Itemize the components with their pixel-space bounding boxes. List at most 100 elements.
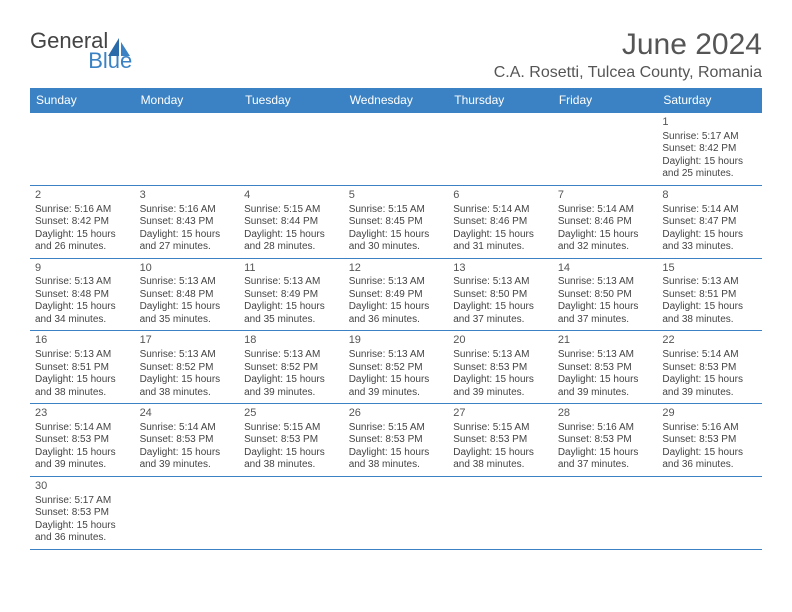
- daylight-line: Daylight: 15 hours and 36 minutes.: [349, 301, 444, 326]
- calendar-cell: 12Sunrise: 5:13 AMSunset: 8:49 PMDayligh…: [344, 258, 449, 331]
- calendar-cell: 14Sunrise: 5:13 AMSunset: 8:50 PMDayligh…: [553, 258, 658, 331]
- calendar-cell: 28Sunrise: 5:16 AMSunset: 8:53 PMDayligh…: [553, 404, 658, 477]
- calendar-cell: 6Sunrise: 5:14 AMSunset: 8:46 PMDaylight…: [448, 185, 553, 258]
- sunset-line: Sunset: 8:47 PM: [662, 216, 757, 229]
- sunset-line: Sunset: 8:52 PM: [244, 362, 339, 375]
- day-number: 19: [349, 334, 444, 348]
- sunset-line: Sunset: 8:42 PM: [35, 216, 130, 229]
- calendar-row: 23Sunrise: 5:14 AMSunset: 8:53 PMDayligh…: [30, 404, 762, 477]
- daylight-line: Daylight: 15 hours and 32 minutes.: [558, 229, 653, 254]
- calendar-row: 1Sunrise: 5:17 AMSunset: 8:42 PMDaylight…: [30, 113, 762, 186]
- daylight-line: Daylight: 15 hours and 36 minutes.: [35, 520, 130, 545]
- sunrise-line: Sunrise: 5:16 AM: [35, 204, 130, 217]
- calendar-cell: 29Sunrise: 5:16 AMSunset: 8:53 PMDayligh…: [657, 404, 762, 477]
- calendar-cell: 30Sunrise: 5:17 AMSunset: 8:53 PMDayligh…: [30, 476, 135, 549]
- daylight-line: Daylight: 15 hours and 39 minutes.: [558, 374, 653, 399]
- header: GeneralBlue June 2024 C.A. Rosetti, Tulc…: [30, 28, 762, 82]
- weekday-header: Sunday: [30, 88, 135, 113]
- logo-text-blue: Blue: [88, 48, 132, 73]
- calendar-row: 16Sunrise: 5:13 AMSunset: 8:51 PMDayligh…: [30, 331, 762, 404]
- daylight-line: Daylight: 15 hours and 39 minutes.: [662, 374, 757, 399]
- day-number: 22: [662, 334, 757, 348]
- calendar-cell: [448, 476, 553, 549]
- day-number: 7: [558, 189, 653, 203]
- calendar-header-row: SundayMondayTuesdayWednesdayThursdayFrid…: [30, 88, 762, 113]
- day-number: 20: [453, 334, 548, 348]
- calendar-cell: 3Sunrise: 5:16 AMSunset: 8:43 PMDaylight…: [135, 185, 240, 258]
- day-number: 17: [140, 334, 235, 348]
- sunrise-line: Sunrise: 5:15 AM: [349, 422, 444, 435]
- weekday-header: Monday: [135, 88, 240, 113]
- sunrise-line: Sunrise: 5:15 AM: [244, 422, 339, 435]
- sunset-line: Sunset: 8:52 PM: [140, 362, 235, 375]
- sunrise-line: Sunrise: 5:13 AM: [349, 276, 444, 289]
- sunrise-line: Sunrise: 5:16 AM: [558, 422, 653, 435]
- sunrise-line: Sunrise: 5:13 AM: [453, 349, 548, 362]
- sunrise-line: Sunrise: 5:13 AM: [140, 349, 235, 362]
- location: C.A. Rosetti, Tulcea County, Romania: [494, 64, 762, 82]
- sunrise-line: Sunrise: 5:13 AM: [662, 276, 757, 289]
- calendar-row: 9Sunrise: 5:13 AMSunset: 8:48 PMDaylight…: [30, 258, 762, 331]
- daylight-line: Daylight: 15 hours and 38 minutes.: [349, 447, 444, 472]
- sunrise-line: Sunrise: 5:17 AM: [35, 495, 130, 508]
- sunrise-line: Sunrise: 5:14 AM: [35, 422, 130, 435]
- sunset-line: Sunset: 8:53 PM: [558, 434, 653, 447]
- calendar-cell: 11Sunrise: 5:13 AMSunset: 8:49 PMDayligh…: [239, 258, 344, 331]
- day-number: 8: [662, 189, 757, 203]
- sunset-line: Sunset: 8:48 PM: [140, 289, 235, 302]
- sunset-line: Sunset: 8:50 PM: [558, 289, 653, 302]
- calendar-cell: 9Sunrise: 5:13 AMSunset: 8:48 PMDaylight…: [30, 258, 135, 331]
- sunrise-line: Sunrise: 5:17 AM: [662, 131, 757, 144]
- sunset-line: Sunset: 8:51 PM: [662, 289, 757, 302]
- day-number: 14: [558, 262, 653, 276]
- calendar-cell: [344, 476, 449, 549]
- sunset-line: Sunset: 8:53 PM: [558, 362, 653, 375]
- sunrise-line: Sunrise: 5:14 AM: [558, 204, 653, 217]
- calendar-table: SundayMondayTuesdayWednesdayThursdayFrid…: [30, 88, 762, 550]
- daylight-line: Daylight: 15 hours and 37 minutes.: [558, 447, 653, 472]
- sunrise-line: Sunrise: 5:14 AM: [662, 349, 757, 362]
- daylight-line: Daylight: 15 hours and 38 minutes.: [244, 447, 339, 472]
- daylight-line: Daylight: 15 hours and 25 minutes.: [662, 156, 757, 181]
- sunset-line: Sunset: 8:49 PM: [349, 289, 444, 302]
- sunset-line: Sunset: 8:53 PM: [244, 434, 339, 447]
- day-number: 30: [35, 480, 130, 494]
- sunset-line: Sunset: 8:46 PM: [453, 216, 548, 229]
- calendar-cell: [553, 113, 658, 186]
- daylight-line: Daylight: 15 hours and 39 minutes.: [140, 447, 235, 472]
- day-number: 3: [140, 189, 235, 203]
- day-number: 18: [244, 334, 339, 348]
- daylight-line: Daylight: 15 hours and 30 minutes.: [349, 229, 444, 254]
- sunrise-line: Sunrise: 5:13 AM: [453, 276, 548, 289]
- calendar-cell: 7Sunrise: 5:14 AMSunset: 8:46 PMDaylight…: [553, 185, 658, 258]
- calendar-cell: 8Sunrise: 5:14 AMSunset: 8:47 PMDaylight…: [657, 185, 762, 258]
- day-number: 9: [35, 262, 130, 276]
- day-number: 24: [140, 407, 235, 421]
- day-number: 26: [349, 407, 444, 421]
- sunset-line: Sunset: 8:53 PM: [349, 434, 444, 447]
- sunrise-line: Sunrise: 5:13 AM: [140, 276, 235, 289]
- day-number: 13: [453, 262, 548, 276]
- calendar-cell: [135, 113, 240, 186]
- logo: GeneralBlue: [30, 28, 132, 74]
- calendar-row: 30Sunrise: 5:17 AMSunset: 8:53 PMDayligh…: [30, 476, 762, 549]
- calendar-cell: [239, 113, 344, 186]
- calendar-cell: 20Sunrise: 5:13 AMSunset: 8:53 PMDayligh…: [448, 331, 553, 404]
- sunrise-line: Sunrise: 5:15 AM: [453, 422, 548, 435]
- day-number: 4: [244, 189, 339, 203]
- day-number: 28: [558, 407, 653, 421]
- month-title: June 2024: [494, 28, 762, 62]
- sunset-line: Sunset: 8:53 PM: [453, 434, 548, 447]
- daylight-line: Daylight: 15 hours and 35 minutes.: [140, 301, 235, 326]
- sunrise-line: Sunrise: 5:13 AM: [558, 276, 653, 289]
- sunset-line: Sunset: 8:48 PM: [35, 289, 130, 302]
- calendar-cell: 25Sunrise: 5:15 AMSunset: 8:53 PMDayligh…: [239, 404, 344, 477]
- sunset-line: Sunset: 8:44 PM: [244, 216, 339, 229]
- day-number: 2: [35, 189, 130, 203]
- daylight-line: Daylight: 15 hours and 33 minutes.: [662, 229, 757, 254]
- daylight-line: Daylight: 15 hours and 34 minutes.: [35, 301, 130, 326]
- daylight-line: Daylight: 15 hours and 37 minutes.: [558, 301, 653, 326]
- calendar-cell: [30, 113, 135, 186]
- sunrise-line: Sunrise: 5:13 AM: [558, 349, 653, 362]
- calendar-cell: 26Sunrise: 5:15 AMSunset: 8:53 PMDayligh…: [344, 404, 449, 477]
